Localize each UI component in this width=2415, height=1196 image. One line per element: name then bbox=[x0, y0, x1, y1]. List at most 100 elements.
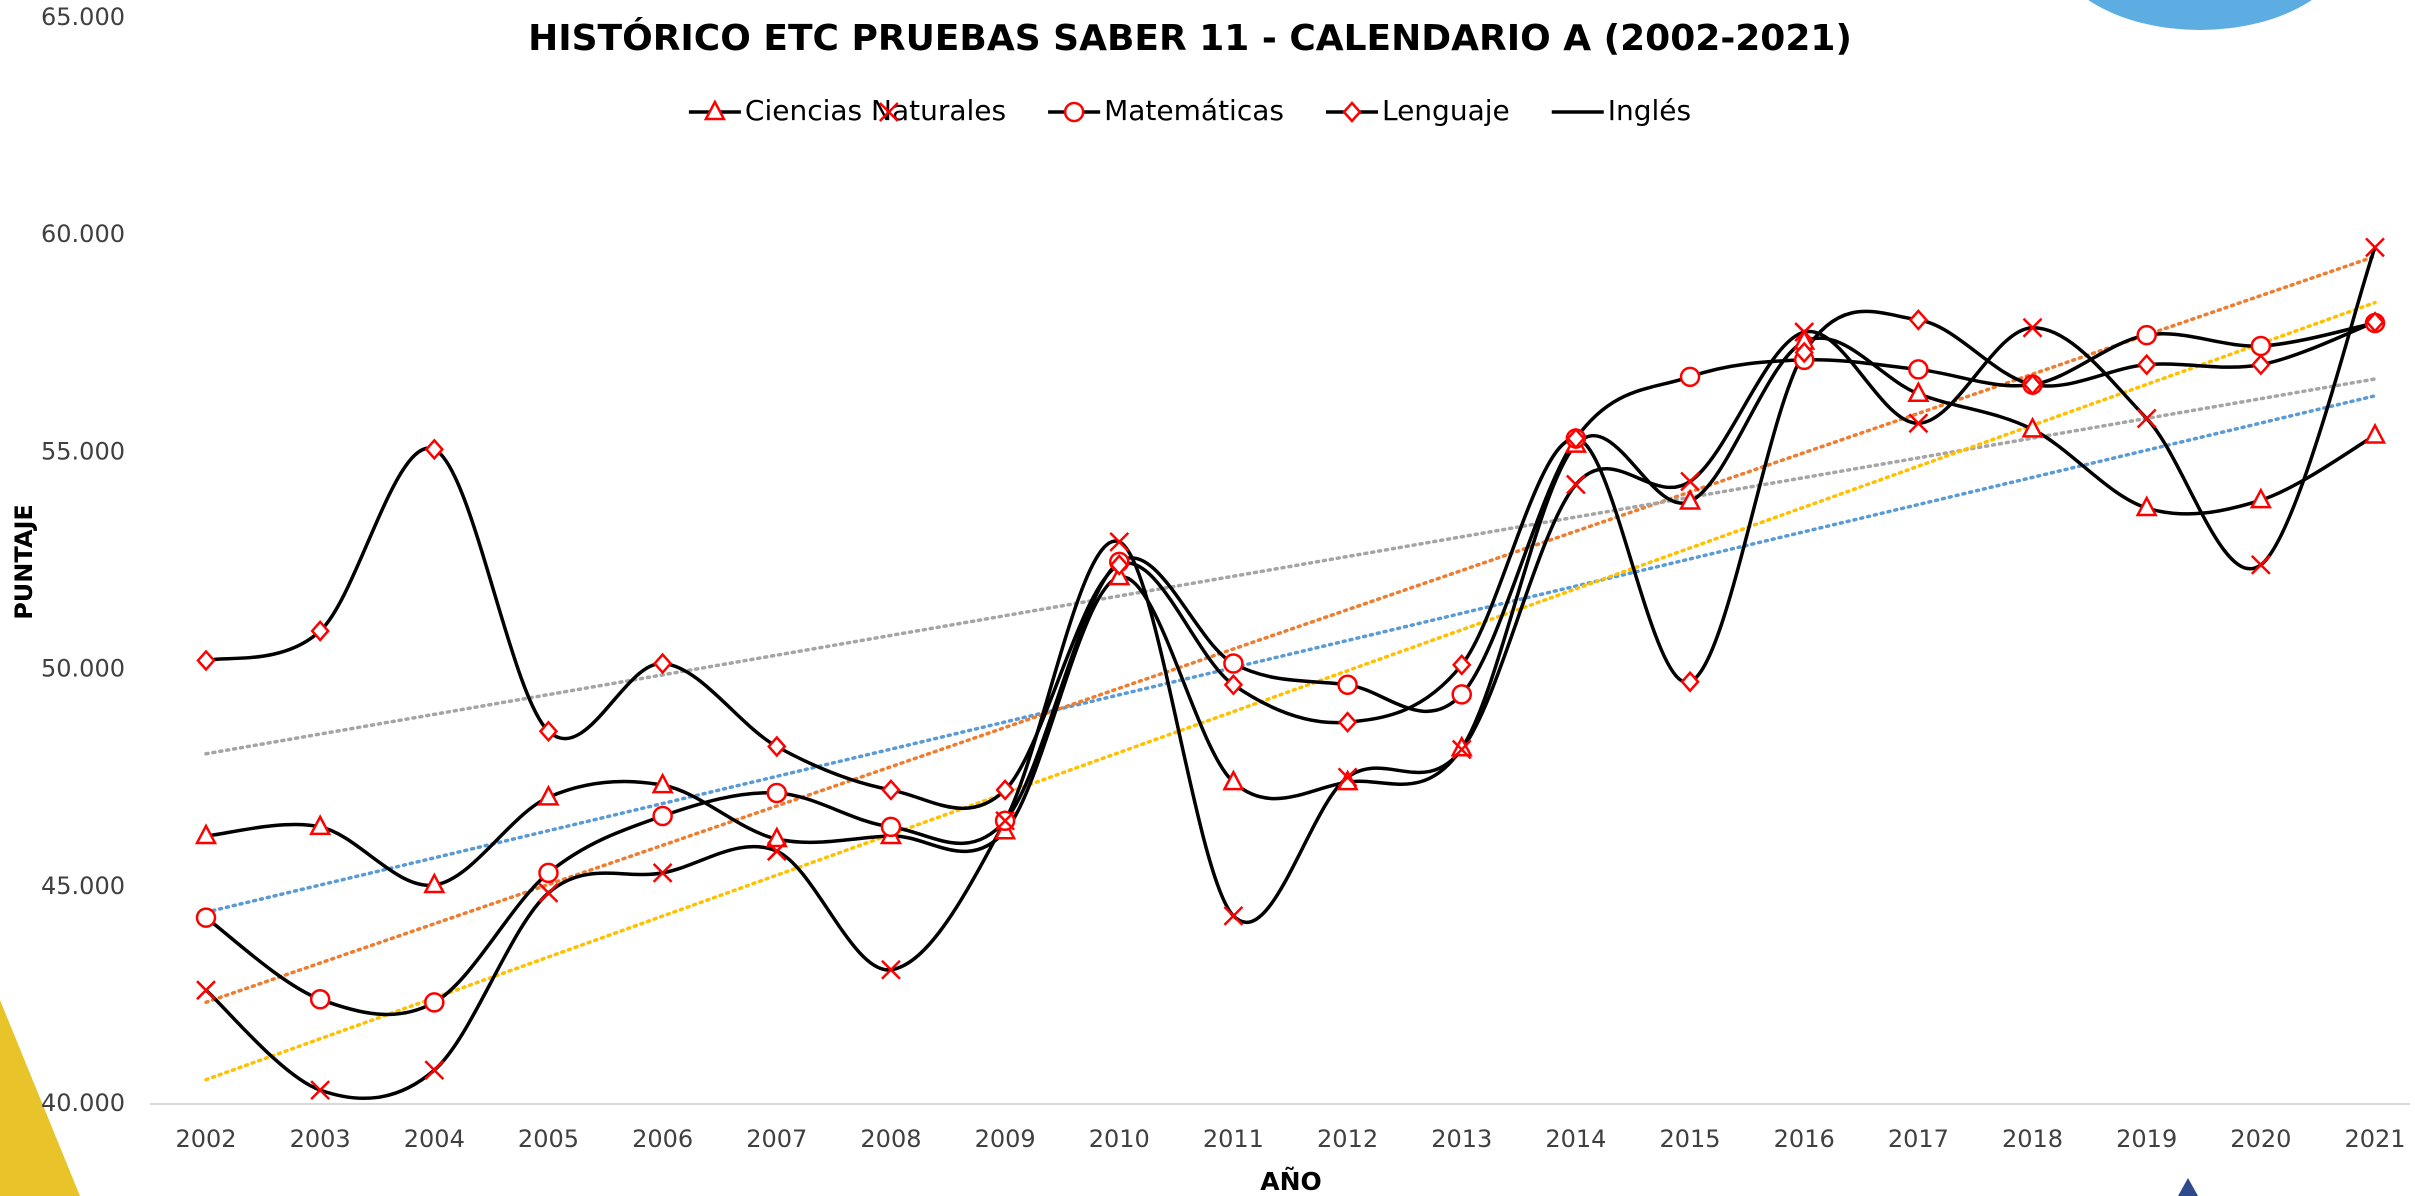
legend-label: Matemáticas bbox=[1104, 94, 1284, 127]
x-tick-label: 2007 bbox=[746, 1125, 807, 1153]
marker bbox=[1337, 711, 1358, 734]
x-tick-label: 2018 bbox=[2002, 1125, 2063, 1153]
trendline bbox=[204, 377, 2377, 756]
x-tick-label: 2014 bbox=[1545, 1125, 1606, 1153]
marker bbox=[538, 862, 559, 884]
x-tick-label: 2003 bbox=[290, 1125, 351, 1153]
legend-item: Inglés bbox=[1551, 94, 1691, 127]
x-tick-label: 2020 bbox=[2230, 1125, 2291, 1153]
chart-title: HISTÓRICO ETC PRUEBAS SABER 11 - CALENDA… bbox=[528, 17, 1852, 59]
marker bbox=[309, 989, 331, 1010]
decor-triangle bbox=[0, 1000, 80, 1196]
x-tick-label: 2012 bbox=[1317, 1125, 1378, 1153]
x-tick-label: 2019 bbox=[2116, 1125, 2177, 1153]
x-tick-label: 2013 bbox=[1431, 1125, 1492, 1153]
marker bbox=[766, 841, 787, 862]
x-tick-label: 2008 bbox=[860, 1125, 921, 1153]
marker bbox=[1063, 101, 1085, 123]
marker bbox=[2137, 353, 2157, 376]
marker bbox=[1566, 427, 1586, 450]
series-line bbox=[204, 246, 2377, 1100]
marker bbox=[1109, 554, 1129, 576]
marker bbox=[2365, 311, 2385, 333]
trendline bbox=[204, 254, 2377, 1005]
marker bbox=[1223, 673, 1244, 696]
marker bbox=[2250, 555, 2271, 575]
marker bbox=[651, 772, 674, 794]
marker bbox=[767, 735, 787, 758]
legend-item: Lenguaje bbox=[1325, 94, 1510, 127]
marker bbox=[1908, 359, 1929, 380]
marker bbox=[1452, 653, 1472, 676]
series-line bbox=[205, 309, 2376, 810]
marker bbox=[1451, 739, 1472, 760]
x-tick-label: 2021 bbox=[2344, 1125, 2405, 1153]
marker bbox=[1337, 767, 1358, 788]
marker bbox=[1680, 670, 1700, 693]
marker bbox=[1908, 309, 1929, 331]
marker bbox=[1678, 488, 1702, 510]
marker bbox=[1337, 674, 1358, 696]
marker bbox=[310, 1080, 331, 1100]
marker bbox=[1680, 471, 1700, 492]
marker bbox=[880, 816, 902, 838]
marker bbox=[652, 652, 673, 675]
x-tick-label: 2016 bbox=[1774, 1125, 1835, 1153]
x-tick-label: 2004 bbox=[404, 1125, 465, 1153]
marker bbox=[995, 779, 1015, 801]
marker bbox=[2251, 353, 2271, 376]
marker bbox=[881, 959, 901, 980]
marker bbox=[2022, 373, 2043, 396]
marker bbox=[2136, 324, 2157, 346]
marker bbox=[2135, 495, 2158, 517]
x-axis-label: AÑO bbox=[1260, 1167, 1322, 1196]
marker bbox=[995, 810, 1015, 831]
marker bbox=[194, 823, 218, 845]
marker bbox=[2249, 487, 2272, 509]
trendline bbox=[204, 394, 2377, 914]
marker bbox=[1342, 101, 1362, 123]
x-tick-label: 2009 bbox=[975, 1125, 1036, 1153]
marker bbox=[423, 872, 446, 894]
y-tick-label: 60.000 bbox=[41, 220, 125, 248]
marker bbox=[1451, 684, 1472, 705]
legend-label: Ciencias Naturales bbox=[745, 94, 1006, 127]
marker bbox=[703, 99, 726, 121]
legend-label: Lenguaje bbox=[1382, 94, 1510, 127]
marker bbox=[881, 779, 901, 801]
marker bbox=[652, 863, 673, 883]
y-tick-label: 50.000 bbox=[41, 655, 125, 683]
x-tick-label: 2002 bbox=[175, 1125, 236, 1153]
x-tick-label: 2010 bbox=[1089, 1125, 1150, 1153]
marker bbox=[1566, 474, 1586, 495]
y-tick-label: 55.000 bbox=[41, 437, 125, 465]
y-tick-label: 45.000 bbox=[41, 872, 125, 900]
decor-shape bbox=[2178, 1178, 2198, 1196]
marker bbox=[424, 992, 445, 1013]
x-tick-label: 2017 bbox=[1888, 1125, 1949, 1153]
marker bbox=[2365, 237, 2385, 258]
x-tick-label: 2011 bbox=[1203, 1125, 1264, 1153]
legend-item: Matemáticas bbox=[1048, 94, 1284, 127]
marker bbox=[424, 438, 444, 461]
marker bbox=[2136, 408, 2157, 429]
marker bbox=[195, 907, 217, 928]
marker bbox=[2250, 335, 2272, 357]
marker bbox=[1908, 413, 1929, 434]
x-tick-label: 2015 bbox=[1660, 1125, 1721, 1153]
decor-circle bbox=[2088, 0, 2312, 30]
x-tick-label: 2005 bbox=[518, 1125, 579, 1153]
y-tick-label: 65.000 bbox=[41, 3, 125, 31]
marker bbox=[1222, 769, 1245, 791]
y-tick-label: 40.000 bbox=[41, 1089, 125, 1117]
legend-item: Ciencias Naturales bbox=[688, 94, 1006, 127]
legend: Ciencias Naturales Matemáticas Lenguaje Ing… bbox=[688, 94, 1691, 127]
marker bbox=[1679, 366, 1701, 388]
marker bbox=[1794, 322, 1815, 342]
marker bbox=[196, 649, 216, 672]
marker bbox=[196, 980, 216, 1001]
marker bbox=[878, 102, 899, 122]
marker bbox=[2021, 416, 2044, 438]
marker bbox=[2022, 317, 2043, 338]
